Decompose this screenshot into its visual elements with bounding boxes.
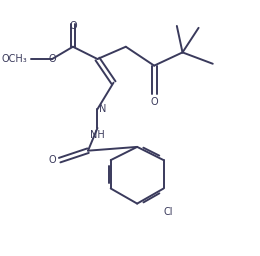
Text: N: N [99, 104, 107, 114]
Text: O: O [150, 97, 158, 107]
Text: O: O [48, 54, 56, 64]
Text: NH: NH [90, 130, 105, 140]
Text: Cl: Cl [164, 207, 173, 217]
Text: O: O [48, 155, 56, 165]
Text: OCH₃: OCH₃ [2, 54, 28, 64]
Text: O: O [69, 21, 77, 31]
